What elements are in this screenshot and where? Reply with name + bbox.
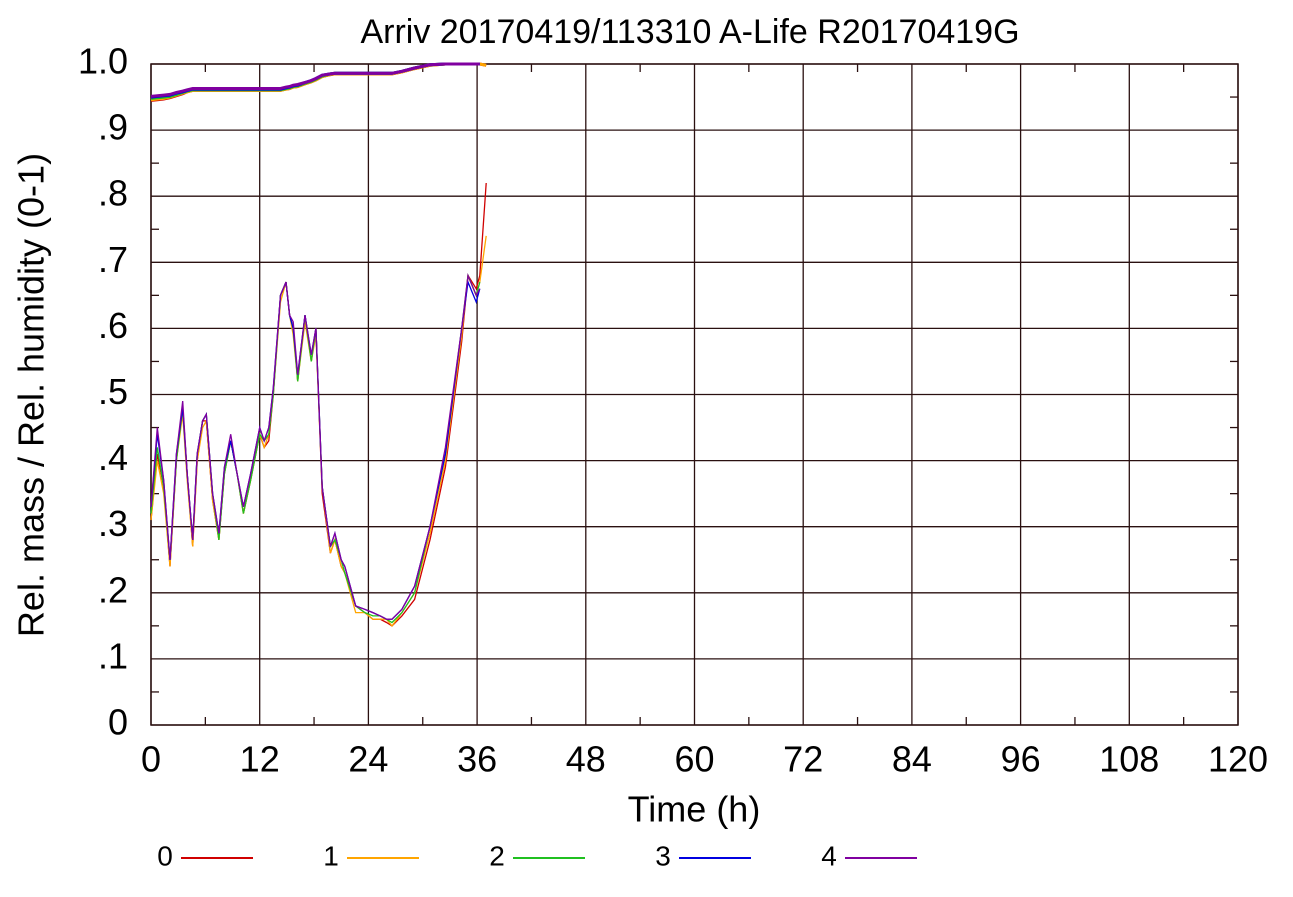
legend-label: 2 (489, 840, 505, 871)
x-tick-label: 108 (1099, 739, 1159, 780)
humidity-line (150, 272, 481, 620)
x-tick-label: 72 (783, 739, 823, 780)
mass-line (150, 62, 487, 102)
legend-label: 0 (157, 840, 173, 871)
x-axis-label: Time (h) (628, 789, 761, 830)
plot-frame (150, 63, 1239, 726)
y-tick-label: .4 (98, 437, 128, 478)
y-tick-label: 0 (108, 702, 128, 743)
x-tick-label: 84 (892, 739, 932, 780)
y-axis-label: Rel. mass / Rel. humidity (0-1) (11, 153, 52, 637)
x-tick-label: 60 (674, 739, 714, 780)
humidity-line (150, 272, 481, 624)
y-tick-label: .6 (98, 305, 128, 346)
x-tick-label: 24 (348, 739, 388, 780)
y-tick-label: .2 (98, 569, 128, 610)
y-tick-label: .5 (98, 371, 128, 412)
legend-label: 1 (323, 840, 339, 871)
x-tick-label: 12 (240, 739, 280, 780)
x-tick-label: 96 (1001, 739, 1041, 780)
mass-line (150, 62, 480, 98)
y-tick-label: .3 (98, 503, 128, 544)
legend-label: 3 (655, 840, 671, 871)
y-tick-label: 1.0 (78, 41, 128, 82)
y-tick-label: .8 (98, 173, 128, 214)
y-tick-label: .9 (98, 107, 128, 148)
x-tick-label: 36 (457, 739, 497, 780)
y-tick-label: .7 (98, 239, 128, 280)
x-tick-label: 0 (141, 739, 161, 780)
y-tick-label: .1 (98, 635, 128, 676)
x-tick-label: 48 (566, 739, 606, 780)
chart-title: Arriv 20170419/113310 A-Life R20170419G (360, 13, 1019, 51)
x-tick-label: 120 (1208, 739, 1268, 780)
mass-line (150, 62, 487, 102)
legend-label: 4 (821, 840, 837, 871)
